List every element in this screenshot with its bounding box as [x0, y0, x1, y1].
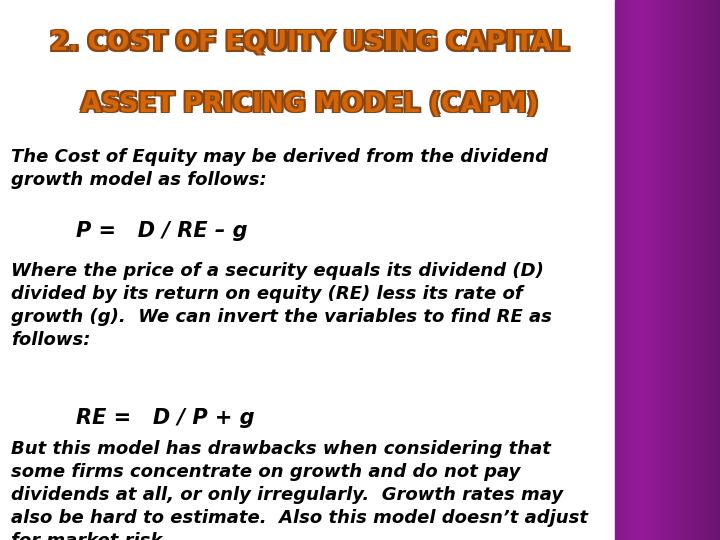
Bar: [687, 0, 689, 540]
Text: ASSET PRICING MODEL (CAPM): ASSET PRICING MODEL (CAPM): [78, 90, 536, 116]
Bar: [624, 0, 626, 540]
Bar: [644, 0, 647, 540]
Bar: [671, 0, 673, 540]
Text: But this model has drawbacks when considering that
some firms concentrate on gro: But this model has drawbacks when consid…: [11, 440, 588, 540]
Bar: [713, 0, 716, 540]
Bar: [664, 0, 667, 540]
Bar: [648, 0, 651, 540]
Bar: [657, 0, 660, 540]
Bar: [715, 0, 717, 540]
Bar: [683, 0, 685, 540]
Bar: [696, 0, 698, 540]
Bar: [699, 0, 701, 540]
Text: The Cost of Equity may be derived from the dividend
growth model as follows:: The Cost of Equity may be derived from t…: [11, 148, 548, 190]
Text: ASSET PRICING MODEL (CAPM): ASSET PRICING MODEL (CAPM): [81, 92, 539, 118]
Bar: [669, 0, 672, 540]
Bar: [650, 0, 652, 540]
Bar: [643, 0, 645, 540]
Bar: [701, 0, 703, 540]
Bar: [654, 0, 656, 540]
Bar: [641, 0, 644, 540]
Bar: [680, 0, 682, 540]
Bar: [667, 0, 670, 540]
Bar: [660, 0, 663, 540]
Bar: [694, 0, 696, 540]
Bar: [652, 0, 654, 540]
Bar: [659, 0, 661, 540]
Bar: [627, 0, 629, 540]
Bar: [636, 0, 639, 540]
Bar: [631, 0, 633, 540]
Text: RE =   D / P + g: RE = D / P + g: [76, 408, 254, 428]
Text: 2. COST OF EQUITY USING CAPITAL: 2. COST OF EQUITY USING CAPITAL: [50, 30, 569, 56]
Text: 2. COST OF EQUITY USING CAPITAL: 2. COST OF EQUITY USING CAPITAL: [48, 28, 567, 54]
Bar: [716, 0, 719, 540]
Bar: [626, 0, 628, 540]
Text: 2. COST OF EQUITY USING CAPITAL: 2. COST OF EQUITY USING CAPITAL: [53, 28, 571, 54]
Bar: [676, 0, 679, 540]
Bar: [620, 0, 623, 540]
Bar: [622, 0, 624, 540]
Text: ASSET PRICING MODEL (CAPM): ASSET PRICING MODEL (CAPM): [83, 93, 541, 119]
Bar: [692, 0, 694, 540]
Bar: [704, 0, 707, 540]
Bar: [672, 0, 675, 540]
Bar: [634, 0, 636, 540]
Bar: [638, 0, 640, 540]
Text: 2. COST OF EQUITY USING CAPITAL: 2. COST OF EQUITY USING CAPITAL: [48, 31, 567, 57]
Bar: [703, 0, 705, 540]
Bar: [697, 0, 700, 540]
Bar: [616, 0, 619, 540]
Bar: [615, 0, 617, 540]
Text: 2. COST OF EQUITY USING CAPITAL: 2. COST OF EQUITY USING CAPITAL: [53, 31, 571, 57]
Bar: [647, 0, 649, 540]
Bar: [688, 0, 691, 540]
Text: ASSET PRICING MODEL (CAPM): ASSET PRICING MODEL (CAPM): [83, 90, 541, 116]
Bar: [719, 0, 720, 540]
Bar: [639, 0, 642, 540]
Bar: [711, 0, 714, 540]
Bar: [690, 0, 693, 540]
Bar: [709, 0, 712, 540]
Bar: [685, 0, 688, 540]
Bar: [618, 0, 621, 540]
Text: P =   D / RE – g: P = D / RE – g: [76, 221, 247, 241]
Text: ASSET PRICING MODEL (CAPM): ASSET PRICING MODEL (CAPM): [78, 93, 536, 119]
Bar: [708, 0, 710, 540]
Bar: [629, 0, 631, 540]
Text: Where the price of a security equals its dividend (D)
divided by its return on e: Where the price of a security equals its…: [11, 262, 552, 349]
Bar: [678, 0, 680, 540]
Bar: [662, 0, 665, 540]
Bar: [681, 0, 684, 540]
Bar: [675, 0, 677, 540]
Bar: [666, 0, 668, 540]
Bar: [655, 0, 657, 540]
Bar: [632, 0, 635, 540]
Bar: [706, 0, 708, 540]
